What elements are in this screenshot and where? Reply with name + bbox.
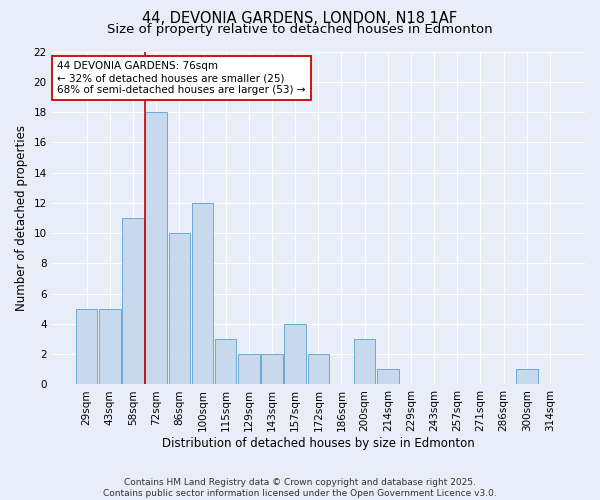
Bar (284, 324, 306, 384)
Text: Contains HM Land Registry data © Crown copyright and database right 2025.
Contai: Contains HM Land Registry data © Crown c… (103, 478, 497, 498)
Bar (354, 339, 376, 384)
Bar (308, 354, 329, 384)
Bar (215, 339, 236, 384)
Bar (238, 354, 260, 384)
Bar (99, 309, 121, 384)
Text: 44 DEVONIA GARDENS: 76sqm
← 32% of detached houses are smaller (25)
68% of semi-: 44 DEVONIA GARDENS: 76sqm ← 32% of detac… (57, 62, 305, 94)
Y-axis label: Number of detached properties: Number of detached properties (15, 125, 28, 311)
Text: 44, DEVONIA GARDENS, LONDON, N18 1AF: 44, DEVONIA GARDENS, LONDON, N18 1AF (142, 11, 458, 26)
Bar (122, 218, 144, 384)
Bar (169, 233, 190, 384)
Bar (516, 370, 538, 384)
Text: Size of property relative to detached houses in Edmonton: Size of property relative to detached ho… (107, 22, 493, 36)
Bar (76, 309, 97, 384)
X-axis label: Distribution of detached houses by size in Edmonton: Distribution of detached houses by size … (162, 437, 475, 450)
Bar (261, 354, 283, 384)
Bar (192, 203, 213, 384)
Bar (145, 112, 167, 384)
Bar (377, 370, 398, 384)
